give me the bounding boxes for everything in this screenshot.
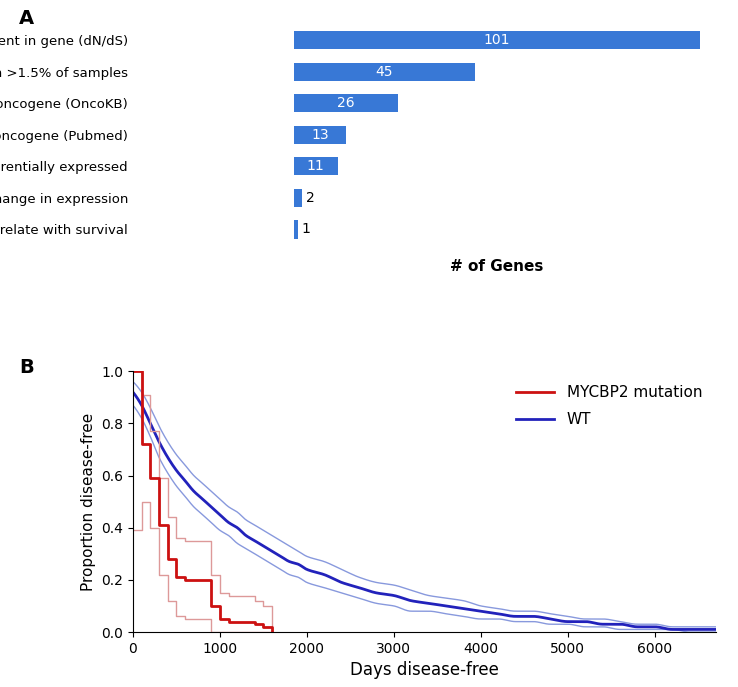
Bar bbox=[294, 94, 399, 113]
Bar bbox=[294, 63, 475, 81]
Text: 26: 26 bbox=[337, 96, 355, 110]
Bar bbox=[294, 126, 346, 144]
Bar bbox=[294, 189, 302, 207]
Text: 101: 101 bbox=[483, 33, 510, 47]
Text: A: A bbox=[19, 9, 34, 28]
X-axis label: Days disease-free: Days disease-free bbox=[350, 662, 499, 679]
Y-axis label: Proportion disease-free: Proportion disease-free bbox=[80, 412, 95, 591]
Text: 11: 11 bbox=[307, 159, 325, 173]
Text: # of Genes: # of Genes bbox=[450, 259, 543, 274]
Text: B: B bbox=[19, 358, 34, 377]
Text: 2: 2 bbox=[306, 191, 314, 205]
Bar bbox=[294, 31, 700, 49]
Bar bbox=[294, 157, 338, 175]
Text: 13: 13 bbox=[311, 128, 328, 142]
Bar bbox=[294, 221, 297, 238]
Text: 1: 1 bbox=[302, 223, 311, 236]
Text: 45: 45 bbox=[376, 65, 393, 79]
Legend: MYCBP2 mutation, WT: MYCBP2 mutation, WT bbox=[510, 379, 708, 433]
